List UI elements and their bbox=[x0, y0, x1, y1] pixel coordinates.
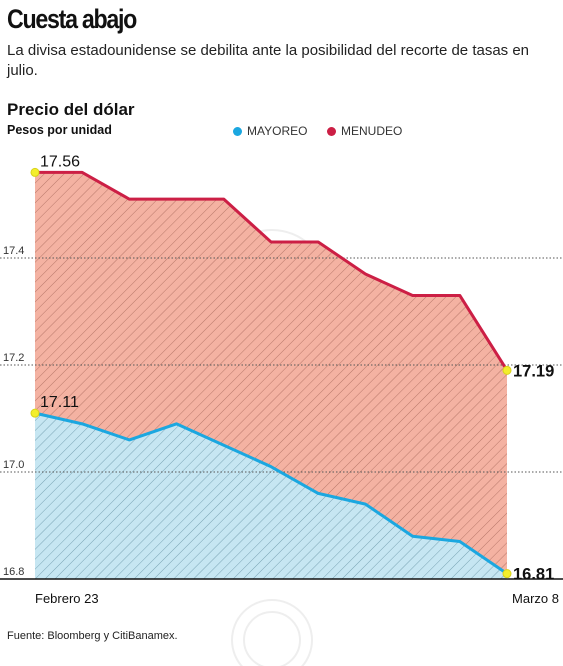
y-tick-label: 16.8 bbox=[3, 566, 24, 578]
data-point-mayoreo bbox=[502, 569, 512, 579]
data-point-mayoreo bbox=[30, 408, 40, 418]
area-menudeo bbox=[35, 172, 507, 574]
area-mayoreo bbox=[35, 413, 507, 579]
data-label-end-menudeo: 17.19 bbox=[513, 362, 554, 380]
legend-label-menudeo: MENUDEO bbox=[341, 124, 403, 138]
chart-subtitle: La divisa estadounidense se debilita ant… bbox=[7, 42, 530, 79]
y-tick-label: 17.0 bbox=[3, 459, 24, 471]
x-tick-label: Marzo 8 bbox=[512, 591, 559, 606]
legend-item-menudeo: MENUDEO bbox=[327, 124, 402, 138]
legend-swatch-menudeo bbox=[327, 126, 336, 136]
y-tick-label: 17.4 bbox=[3, 245, 24, 257]
y-axis-label: Pesos por unidad bbox=[7, 123, 112, 137]
chart-title: Precio del dólar bbox=[7, 100, 135, 119]
data-point-menudeo bbox=[30, 167, 40, 177]
data-label-end-mayoreo: 16.81 bbox=[513, 566, 554, 584]
source-note: Fuente: Bloomberg y CitiBanamex. bbox=[7, 630, 178, 642]
legend-item-mayoreo: MAYOREO bbox=[233, 124, 307, 138]
series-line-mayoreo bbox=[34, 411, 508, 575]
y-tick-label: 17.2 bbox=[3, 352, 24, 364]
data-label-start-menudeo: 17.56 bbox=[40, 153, 80, 170]
series-line-menudeo bbox=[35, 170, 509, 372]
chart-headline: Cuesta abajo bbox=[7, 4, 137, 34]
data-point-menudeo bbox=[502, 365, 512, 375]
data-label-start-mayoreo: 17.11 bbox=[40, 394, 79, 411]
legend-label-mayoreo: MAYOREO bbox=[247, 124, 308, 138]
x-tick-label: Febrero 23 bbox=[35, 591, 99, 606]
legend-swatch-mayoreo bbox=[233, 126, 242, 136]
